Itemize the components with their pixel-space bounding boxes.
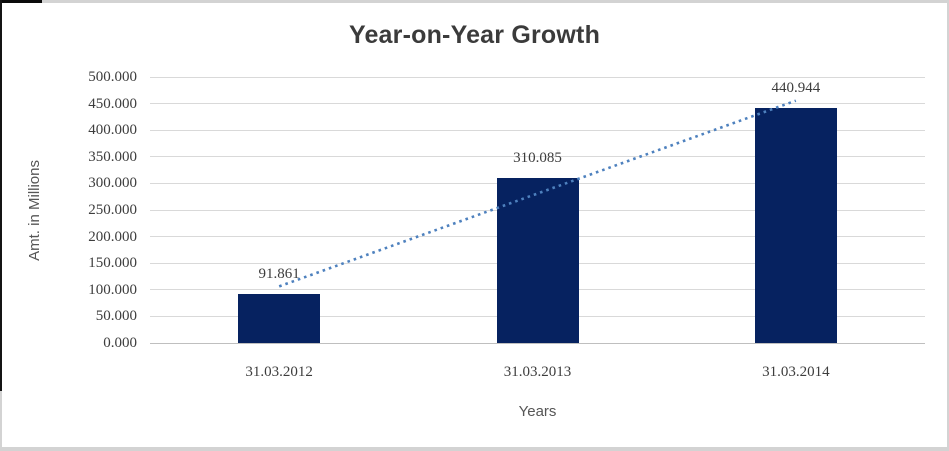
y-tick-label: 100.000: [88, 281, 137, 298]
data-label: 440.944: [771, 80, 821, 97]
gridline: [150, 129, 925, 131]
window-border-left-lower: [0, 391, 2, 451]
trendline-dotted[interactable]: [150, 77, 925, 343]
gridline: [150, 103, 925, 105]
y-tick-label: 350.000: [88, 148, 137, 165]
y-tick-label: 400.000: [88, 122, 137, 139]
y-tick-label: 250.000: [88, 202, 137, 218]
y-tick-label: 500.000: [88, 69, 137, 85]
window-border-bottom: [0, 447, 949, 451]
window-border-top-accent: [0, 0, 42, 3]
gridline: [150, 156, 925, 158]
chart-title[interactable]: Year-on-Year Growth: [348, 21, 601, 49]
window-border-top: [0, 0, 949, 3]
x-tick-label: 31.03.2012: [245, 364, 313, 380]
y-tick-label: 200.000: [88, 228, 137, 245]
y-tick-label: 450.000: [88, 95, 137, 112]
y-tick-label: 300.000: [88, 175, 137, 192]
gridline: [150, 76, 925, 78]
x-axis-title: Years: [518, 403, 557, 420]
y-tick-label: 150.000: [88, 255, 137, 272]
bar-31.03.2012[interactable]: [238, 294, 321, 343]
window-border-left: [0, 0, 2, 391]
bar-31.03.2013[interactable]: [496, 178, 579, 343]
bar-31.03.2014[interactable]: [754, 108, 837, 343]
x-tick-label: 31.03.2014: [762, 364, 830, 380]
x-tick-label: 31.03.2013: [503, 364, 572, 380]
y-tick-label: 50.000: [95, 308, 137, 325]
data-label: 310.085: [513, 150, 562, 167]
y-tick-label: 0.000: [103, 335, 137, 351]
x-axis-line: [150, 342, 925, 344]
window-border-right: [947, 0, 949, 451]
plot-area: [150, 76, 925, 344]
data-label: 91.861: [258, 266, 300, 283]
